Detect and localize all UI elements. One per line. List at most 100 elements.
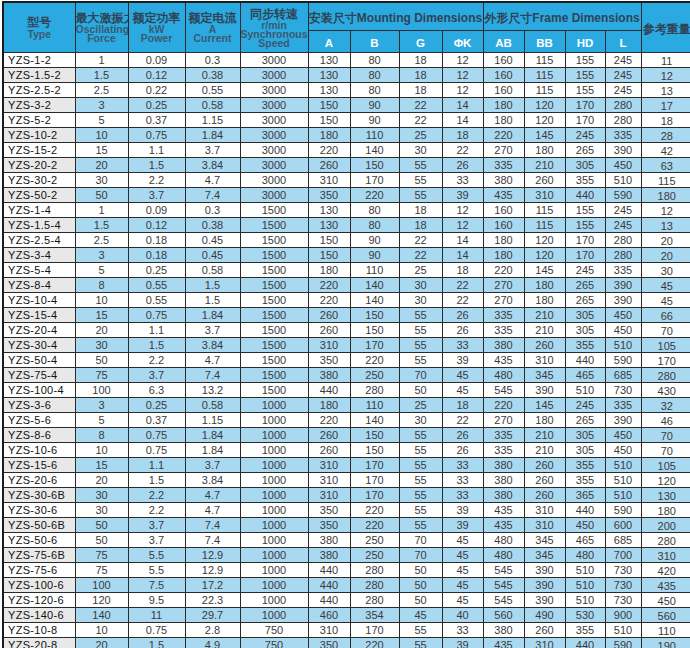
value-cell: 480 (483, 533, 524, 548)
value-cell: 220 (350, 518, 399, 533)
value-cell: 450 (605, 308, 641, 323)
value-cell: 380 (483, 338, 524, 353)
value-cell: 3000 (240, 143, 308, 158)
value-cell: 1500 (240, 248, 308, 263)
value-cell: 1500 (240, 353, 308, 368)
value-cell: 1000 (240, 593, 308, 608)
weight-cell: 200 (641, 518, 690, 533)
value-cell: 20 (75, 323, 128, 338)
value-cell: 220 (308, 278, 350, 293)
value-cell: 5.5 (128, 548, 185, 563)
value-cell: 305 (565, 323, 605, 338)
value-cell: 440 (565, 188, 605, 203)
header-power: 额定功率 kW Power (128, 2, 185, 53)
value-cell: 14 (442, 98, 483, 113)
value-cell: 0.3 (185, 203, 240, 218)
value-cell: 355 (565, 623, 605, 638)
model-type-cell: YZS-10-2 (3, 128, 75, 143)
value-cell: 335 (605, 128, 641, 143)
value-cell: 30 (75, 338, 128, 353)
value-cell: 12 (442, 53, 483, 68)
value-cell: 354 (350, 608, 399, 623)
value-cell: 265 (565, 413, 605, 428)
value-cell: 245 (605, 83, 641, 98)
value-cell: 0.55 (185, 83, 240, 98)
weight-cell: 190 (641, 638, 690, 648)
value-cell: 145 (524, 398, 565, 413)
value-cell: 345 (524, 548, 565, 563)
value-cell: 180 (308, 128, 350, 143)
value-cell: 270 (483, 293, 524, 308)
value-cell: 5 (75, 413, 128, 428)
value-cell: 120 (524, 113, 565, 128)
value-cell: 8 (75, 428, 128, 443)
value-cell: 55 (399, 518, 442, 533)
value-cell: 75 (75, 548, 128, 563)
value-cell: 26 (442, 308, 483, 323)
value-cell: 590 (605, 638, 641, 648)
value-cell: 0.38 (185, 68, 240, 83)
model-type-cell: YZS-2.5-2 (3, 83, 75, 98)
value-cell: 335 (483, 428, 524, 443)
value-cell: 145 (524, 128, 565, 143)
value-cell: 18 (442, 398, 483, 413)
value-cell: 1.5 (185, 293, 240, 308)
value-cell: 22 (399, 233, 442, 248)
value-cell: 180 (524, 143, 565, 158)
table-row: YZS-3-630.250.58100018011025182201452453… (3, 398, 690, 413)
table-row: YZS-75-6B755.512.91000380250704548034548… (3, 548, 690, 563)
value-cell: 45 (442, 578, 483, 593)
value-cell: 700 (605, 548, 641, 563)
weight-cell: 18 (641, 113, 690, 128)
value-cell: 1500 (240, 233, 308, 248)
value-cell: 1.84 (185, 308, 240, 323)
value-cell: 380 (483, 173, 524, 188)
value-cell: 510 (565, 563, 605, 578)
value-cell: 130 (308, 218, 350, 233)
value-cell: 18 (399, 68, 442, 83)
value-cell: 10 (75, 293, 128, 308)
value-cell: 380 (483, 623, 524, 638)
value-cell: 170 (350, 623, 399, 638)
value-cell: 14 (442, 248, 483, 263)
value-cell: 180 (308, 263, 350, 278)
value-cell: 1000 (240, 533, 308, 548)
weight-cell: 310 (641, 548, 690, 563)
value-cell: 440 (308, 383, 350, 398)
value-cell: 150 (350, 323, 399, 338)
value-cell: 435 (483, 188, 524, 203)
table-row: YZS-140-61401129.71000460354454056049053… (3, 608, 690, 623)
value-cell: 355 (565, 338, 605, 353)
value-cell: 12 (442, 83, 483, 98)
value-cell: 155 (565, 218, 605, 233)
value-cell: 280 (605, 233, 641, 248)
value-cell: 110 (350, 263, 399, 278)
table-row: YZS-5-250.371.15300015090221418012017028… (3, 113, 690, 128)
value-cell: 210 (524, 443, 565, 458)
value-cell: 33 (442, 458, 483, 473)
value-cell: 310 (524, 188, 565, 203)
value-cell: 26 (442, 428, 483, 443)
value-cell: 335 (483, 158, 524, 173)
value-cell: 4.7 (185, 488, 240, 503)
value-cell: 380 (483, 473, 524, 488)
value-cell: 260 (524, 458, 565, 473)
value-cell: 1.5 (128, 473, 185, 488)
header-force-en2: Force (76, 34, 128, 43)
value-cell: 465 (565, 368, 605, 383)
value-cell: 3000 (240, 113, 308, 128)
value-cell: 245 (605, 68, 641, 83)
value-cell: 180 (483, 248, 524, 263)
value-cell: 115 (524, 83, 565, 98)
model-type-cell: YZS-1-4 (3, 203, 75, 218)
header-speed-en2: Speed (241, 39, 308, 48)
value-cell: 22.3 (185, 593, 240, 608)
value-cell: 5.5 (128, 563, 185, 578)
value-cell: 3 (75, 98, 128, 113)
weight-cell: 30 (641, 263, 690, 278)
value-cell: 345 (524, 533, 565, 548)
value-cell: 30 (399, 143, 442, 158)
value-cell: 150 (308, 233, 350, 248)
value-cell: 0.58 (185, 98, 240, 113)
value-cell: 39 (442, 503, 483, 518)
